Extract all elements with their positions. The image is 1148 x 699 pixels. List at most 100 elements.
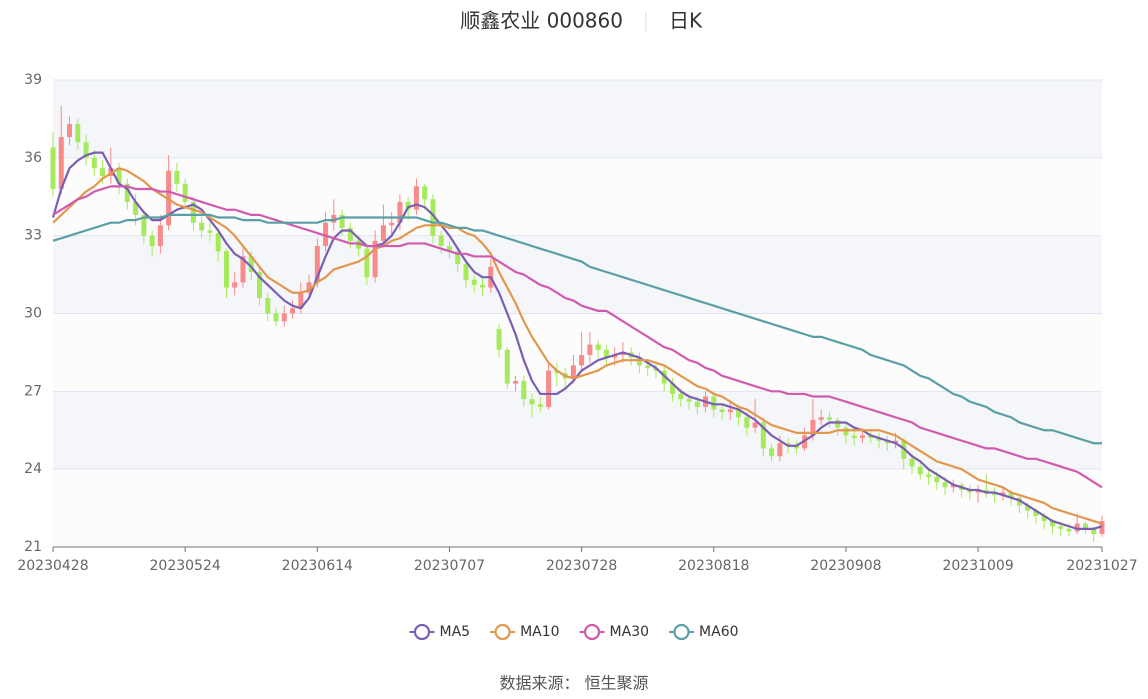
candle-body [686,399,692,402]
legend-item[interactable]: MA30 [579,623,649,641]
candle-body [521,380,527,400]
candle-body [446,246,452,252]
candle-body [669,383,675,394]
candle-body [826,417,832,420]
candle-body [50,147,56,189]
candle-body [133,201,139,215]
legend-item[interactable]: MA10 [490,623,560,641]
candle-body [339,214,345,228]
candle-body [182,183,188,202]
ma-line [52,213,1102,445]
plot-marks [50,105,1105,542]
legend-item[interactable]: MA5 [409,623,470,641]
candle-body [116,168,122,184]
y-tick-label: 30 [24,306,42,322]
candle-body [504,349,510,384]
candle-body [364,248,370,278]
candle-body [1091,528,1097,535]
candle-body [835,419,841,428]
candle-body [174,170,180,184]
x-tick-label: 20230707 [414,558,485,574]
candle-body [884,440,890,444]
ma-line [52,185,1103,489]
candle-body [100,168,106,176]
candle-body [496,329,502,350]
candle-body [91,157,97,169]
candle-body [240,256,246,283]
split-area [53,157,1102,236]
y-tick-label: 39 [24,72,42,88]
candle-body [215,233,221,252]
candle-body [983,489,989,493]
candle-body [570,365,576,379]
y-tick-label: 24 [24,461,42,477]
candle-body [1066,528,1072,532]
candle-body [529,399,535,405]
candle-body [620,352,626,356]
x-tick-label: 20231009 [942,558,1013,574]
candle-body [397,201,403,223]
candle-body [463,264,469,280]
candle-body [1058,526,1064,529]
candle-body [413,186,419,210]
candle-body [1099,521,1105,535]
legend-item[interactable]: MA60 [669,623,739,641]
candle-body [893,440,899,444]
candle-body [314,246,320,283]
candle-body [694,401,700,407]
x-tick-label: 20230908 [810,558,881,574]
candle-body [380,225,386,241]
candle-body [851,435,857,439]
candle-body [323,222,329,247]
candle-body [75,124,81,143]
candle-body [975,489,981,493]
candle-body [430,199,436,236]
candle-body [859,435,865,439]
candle-body [83,142,89,158]
legend-icon-marker [583,623,601,641]
ma-line [51,151,1103,530]
candle-body [537,404,543,407]
chart-title: 顺鑫农业 000860 [460,9,623,33]
legend-icon-marker [494,623,511,641]
candle-body [273,313,279,322]
candle-body [157,225,163,247]
candle-body [58,137,64,189]
candle-body [67,124,73,138]
candle-body [331,214,337,223]
candle-body [868,435,874,439]
candle-body [769,448,775,457]
candle-body [141,214,147,236]
candle-body [1049,521,1055,527]
legend-label: MA30 [610,624,649,640]
candle-body [818,417,824,420]
x-tick-label: 20230428 [17,558,88,574]
candle-body [248,256,254,272]
candle-body [1033,510,1039,516]
candle-body [727,409,733,413]
legend-icon-marker [673,623,690,641]
candle-body [595,344,601,350]
candle-body [1041,515,1047,522]
split-area [53,469,1102,547]
candle-body [405,201,411,210]
candle-body [124,183,130,202]
candle-body [711,396,717,410]
candle-body [1000,492,1006,496]
candle-body [455,251,461,265]
candle-body [372,240,378,278]
candle-body [926,474,932,477]
candle-body [347,227,353,241]
candle-body [265,297,271,314]
split-area [53,391,1102,470]
candle-body [480,284,486,288]
legend-label: MA5 [439,624,470,640]
candle-body [298,292,304,309]
candle-body [917,466,923,475]
candle-body [223,251,229,288]
candle-body [645,365,651,368]
candle-body [876,438,882,441]
candle-body [149,235,155,247]
candle-body [752,422,758,428]
